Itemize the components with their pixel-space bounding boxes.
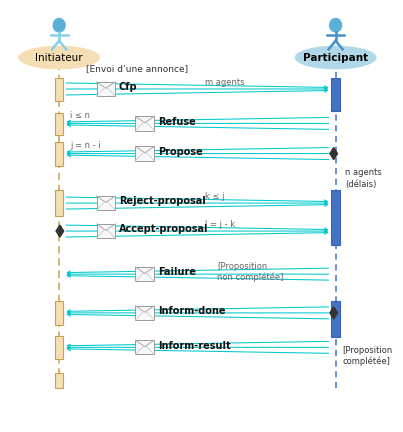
Text: Propose: Propose (158, 147, 202, 157)
Polygon shape (330, 307, 337, 319)
FancyBboxPatch shape (96, 224, 115, 238)
Text: Inform-done: Inform-done (158, 306, 225, 316)
Text: m agents: m agents (205, 78, 245, 86)
FancyBboxPatch shape (135, 146, 154, 161)
FancyBboxPatch shape (96, 196, 115, 210)
Text: [Proposition
non complétée]: [Proposition non complétée] (217, 262, 283, 283)
FancyBboxPatch shape (55, 113, 63, 135)
FancyBboxPatch shape (331, 190, 340, 245)
Circle shape (52, 17, 66, 33)
FancyBboxPatch shape (331, 301, 340, 337)
FancyBboxPatch shape (55, 336, 63, 359)
Text: Participant: Participant (303, 53, 368, 63)
Text: n agents
(délais): n agents (délais) (345, 168, 382, 189)
FancyBboxPatch shape (55, 190, 63, 216)
Text: Initiateur: Initiateur (35, 53, 83, 63)
Text: l = j - k: l = j - k (205, 220, 235, 229)
FancyBboxPatch shape (331, 78, 340, 111)
Text: Refuse: Refuse (158, 117, 195, 127)
FancyBboxPatch shape (135, 267, 154, 281)
FancyBboxPatch shape (55, 301, 63, 324)
FancyBboxPatch shape (55, 142, 63, 166)
FancyBboxPatch shape (55, 78, 63, 101)
FancyBboxPatch shape (135, 116, 154, 130)
Ellipse shape (18, 46, 100, 70)
Ellipse shape (295, 46, 376, 70)
Text: j = n - i: j = n - i (70, 141, 101, 150)
Polygon shape (56, 225, 64, 237)
Circle shape (328, 17, 343, 33)
Text: Failure: Failure (158, 267, 195, 277)
Text: [Proposition
complétée]: [Proposition complétée] (343, 346, 393, 366)
FancyBboxPatch shape (96, 82, 115, 96)
Text: k ≤ j: k ≤ j (205, 192, 224, 201)
Text: Accept-proposal: Accept-proposal (119, 224, 208, 234)
Text: Cfp: Cfp (119, 82, 137, 92)
Polygon shape (330, 148, 337, 159)
Text: Reject-proposal: Reject-proposal (119, 197, 206, 206)
FancyBboxPatch shape (135, 306, 154, 320)
FancyBboxPatch shape (135, 340, 154, 354)
Text: Inform-result: Inform-result (158, 340, 230, 351)
Text: i ≤ n: i ≤ n (70, 111, 90, 120)
FancyBboxPatch shape (55, 373, 63, 388)
Text: [Envoi d’une annonce]: [Envoi d’une annonce] (86, 64, 189, 73)
